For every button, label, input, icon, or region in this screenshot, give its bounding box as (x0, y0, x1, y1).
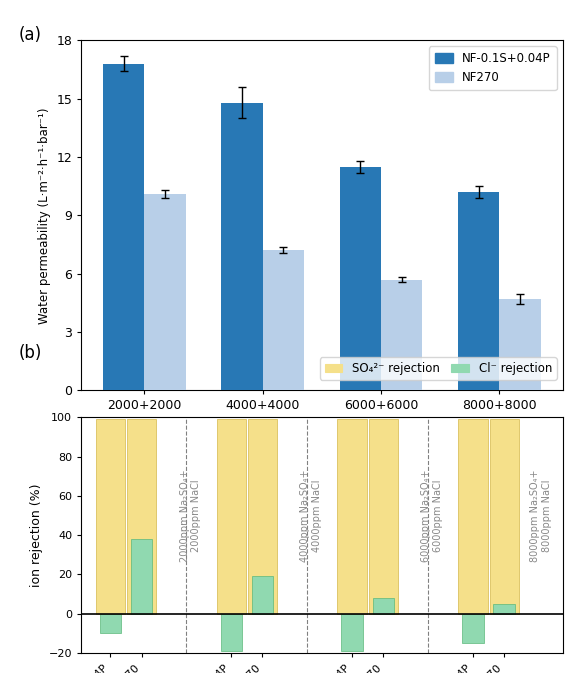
Bar (458, 192, 499, 390)
Bar (127, 419, 156, 614)
Legend: SO₄²⁻ rejection, Cl⁻ rejection: SO₄²⁻ rejection, Cl⁻ rejection (320, 357, 557, 380)
Y-axis label: ion rejection (%): ion rejection (%) (30, 483, 43, 587)
Bar (494, 604, 515, 614)
Bar (499, 299, 541, 390)
Bar (338, 419, 367, 614)
Bar (342, 614, 363, 651)
Legend: NF-0.1S+0.04P, NF270: NF-0.1S+0.04P, NF270 (429, 46, 557, 90)
Text: (a): (a) (19, 26, 42, 44)
Bar (217, 419, 246, 614)
Text: 8000ppm Na₂SO₄+
8000ppm NaCl: 8000ppm Na₂SO₄+ 8000ppm NaCl (530, 469, 552, 562)
Bar (103, 64, 144, 390)
Text: (b): (b) (19, 345, 42, 362)
Bar (131, 539, 153, 614)
Bar (220, 614, 242, 651)
Bar (369, 419, 398, 614)
Bar (252, 576, 273, 614)
Bar (490, 419, 519, 614)
Bar (381, 279, 422, 390)
Text: 4000ppm Na₂SO₄+
4000ppm NaCl: 4000ppm Na₂SO₄+ 4000ppm NaCl (300, 469, 322, 562)
Text: 6000ppm Na₂SO₄+
6000ppm NaCl: 6000ppm Na₂SO₄+ 6000ppm NaCl (421, 469, 443, 562)
Bar (372, 598, 394, 614)
Bar (248, 419, 277, 614)
Bar (462, 614, 484, 643)
Y-axis label: Water permeability (L·m⁻²·h⁻¹·bar⁻¹): Water permeability (L·m⁻²·h⁻¹·bar⁻¹) (38, 107, 50, 324)
Bar (96, 419, 125, 614)
Bar (100, 614, 121, 633)
Bar (458, 419, 488, 614)
Bar (144, 194, 186, 390)
Bar (222, 102, 263, 390)
Text: 2000ppm Na₂SO₄+
2000ppm NaCl: 2000ppm Na₂SO₄+ 2000ppm NaCl (180, 469, 201, 562)
Bar (263, 250, 304, 390)
Bar (340, 167, 381, 390)
X-axis label: Na₂SO₄+NaCl (ppm+ppm): Na₂SO₄+NaCl (ppm+ppm) (240, 418, 404, 431)
